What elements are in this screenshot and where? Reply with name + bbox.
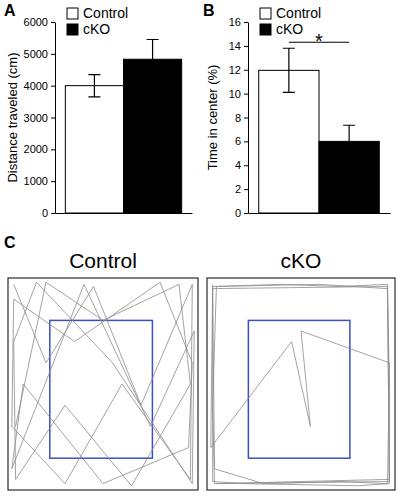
- legend-swatch: [260, 24, 271, 35]
- plot-area: [12, 282, 194, 486]
- y-axis-line: [55, 23, 56, 214]
- y-tick-mark: [244, 189, 248, 190]
- y-axis-line: [248, 23, 249, 214]
- y-tick: 12: [229, 64, 248, 76]
- bar: [65, 86, 123, 213]
- y-tick: 6000: [24, 16, 55, 28]
- y-tick-label: 0: [235, 207, 241, 219]
- y-tick-label: 12: [229, 64, 241, 76]
- panel-label: B: [203, 2, 215, 19]
- y-tick-label: 2: [235, 183, 241, 195]
- figure: 0 1000 2000 3000 4000 5000 6000 Distance travel…: [0, 0, 400, 500]
- legend-swatch: [67, 24, 78, 35]
- x-axis: [56, 213, 193, 215]
- y-tick-mark: [51, 149, 55, 150]
- y-tick-mark: [244, 22, 248, 23]
- legend-label: cKO: [83, 21, 110, 37]
- plot-area: [259, 48, 380, 213]
- y-tick-mark: [244, 141, 248, 142]
- y-tick-mark: [51, 118, 55, 119]
- y-tick: 4000: [24, 80, 55, 92]
- y-tick-mark: [244, 70, 248, 71]
- arena-frame: [207, 278, 395, 490]
- y-axis-title: Distance traveled (cm): [5, 52, 20, 182]
- x-axis-line: [56, 213, 193, 214]
- trajectory: [12, 282, 194, 486]
- y-tick-mark: [244, 165, 248, 166]
- trajectory: [211, 284, 390, 485]
- legend-label: Control: [83, 5, 128, 21]
- panel: 0 2 4 6 8 10 12 14 16 Time in center (%) B Controlc…: [203, 2, 391, 219]
- y-tick-mark: [244, 94, 248, 95]
- center-zone: [248, 320, 350, 458]
- y-tick-mark: [244, 46, 248, 47]
- legend-label: Control: [276, 5, 321, 21]
- error-bar: [88, 75, 100, 97]
- panel-title: Control: [69, 249, 137, 272]
- y-tick-label: 5000: [24, 48, 48, 60]
- y-tick: 2: [235, 183, 248, 195]
- panel: 0 1000 2000 3000 4000 5000 6000 Distance travel…: [4, 2, 193, 219]
- y-axis: 0 1000 2000 3000 4000 5000 6000: [24, 16, 56, 219]
- y-tick: 4: [235, 159, 248, 171]
- panel-label: A: [4, 2, 16, 19]
- bar: [124, 59, 182, 213]
- error-bar: [147, 40, 159, 79]
- legend: ControlcKO: [67, 5, 128, 37]
- y-tick: 16: [229, 16, 248, 28]
- panel-label: C: [4, 234, 16, 251]
- error-bar: [343, 125, 355, 157]
- y-tick-label: 8: [235, 112, 241, 124]
- y-tick-mark: [51, 22, 55, 23]
- plot-area: [211, 284, 390, 485]
- y-tick-label: 6000: [24, 16, 48, 28]
- y-tick-mark: [51, 54, 55, 55]
- y-tick: 8: [235, 112, 248, 124]
- y-tick-label: 1000: [24, 175, 48, 187]
- panel: cKO: [207, 249, 395, 490]
- y-tick-label: 16: [229, 16, 241, 28]
- legend-label: cKO: [276, 21, 303, 37]
- y-tick: 10: [229, 88, 248, 100]
- y-tick-label: 2000: [24, 143, 48, 155]
- x-axis: [249, 213, 391, 215]
- y-tick-label: 3000: [24, 112, 48, 124]
- center-zone: [50, 320, 153, 458]
- legend-swatch: [67, 8, 78, 19]
- y-tick-mark: [51, 181, 55, 182]
- y-tick: 3000: [24, 112, 55, 124]
- y-tick-label: 0: [42, 207, 48, 219]
- panel-title: cKO: [281, 249, 322, 272]
- legend: ControlcKO: [260, 5, 321, 37]
- y-tick: 6: [235, 135, 248, 147]
- significance-label: *: [315, 30, 323, 52]
- error-bar: [283, 48, 295, 92]
- legend-swatch: [260, 8, 271, 19]
- y-tick: 5000: [24, 48, 55, 60]
- y-tick-label: 4: [235, 159, 241, 171]
- y-tick-label: 14: [229, 40, 241, 52]
- y-tick: 2000: [24, 143, 55, 155]
- y-axis: 0 2 4 6 8 10 12 14 16: [229, 16, 249, 219]
- y-tick: 14: [229, 40, 248, 52]
- y-tick-mark: [244, 213, 248, 214]
- y-tick-mark: [244, 118, 248, 119]
- plot-area: [65, 40, 181, 213]
- y-tick-label: 6: [235, 135, 241, 147]
- y-tick-mark: [51, 213, 55, 214]
- y-tick: 0: [42, 207, 55, 219]
- x-axis-line: [249, 213, 391, 214]
- arena-frame: [8, 278, 198, 490]
- y-tick-label: 4000: [24, 80, 48, 92]
- y-tick: 0: [235, 207, 248, 219]
- panel: Control C: [4, 234, 198, 490]
- y-tick: 1000: [24, 175, 55, 187]
- y-tick-label: 10: [229, 88, 241, 100]
- y-axis-title: Time in center (%): [205, 65, 220, 171]
- y-tick-mark: [51, 86, 55, 87]
